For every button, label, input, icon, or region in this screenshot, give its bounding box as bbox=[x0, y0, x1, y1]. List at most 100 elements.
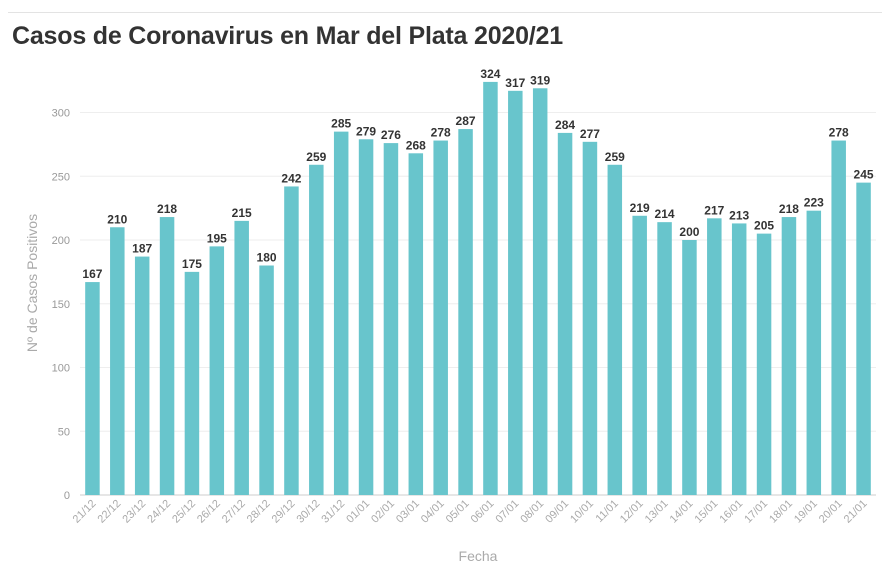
x-tick-label: 21/12 bbox=[71, 498, 99, 526]
bar bbox=[110, 227, 125, 495]
y-tick-label: 300 bbox=[52, 108, 70, 120]
bar bbox=[408, 153, 424, 496]
y-tick-label: 100 bbox=[52, 363, 70, 375]
bars bbox=[85, 81, 871, 496]
data-label: 167 bbox=[82, 267, 102, 281]
data-labels: 167 210 187 218 175 195 215 180 242 259 285 279 276 2… bbox=[82, 67, 873, 281]
data-label: 200 bbox=[679, 225, 699, 239]
bar bbox=[383, 143, 399, 495]
y-tick-label: 0 bbox=[64, 490, 70, 502]
data-label: 223 bbox=[804, 196, 824, 210]
x-tick-label: 29/12 bbox=[270, 498, 298, 526]
bar bbox=[756, 233, 772, 495]
x-tick-label: 09/01 bbox=[543, 498, 571, 526]
bar bbox=[781, 217, 797, 496]
x-tick-label: 24/12 bbox=[145, 498, 173, 526]
y-tick-label: 250 bbox=[52, 171, 70, 183]
bar bbox=[184, 271, 200, 495]
bar bbox=[607, 164, 623, 495]
x-tick-label: 27/12 bbox=[220, 498, 248, 526]
data-label: 277 bbox=[580, 127, 600, 141]
x-tick-label: 11/01 bbox=[594, 498, 621, 525]
bar bbox=[284, 186, 299, 495]
x-tick-label: 31/12 bbox=[319, 498, 347, 526]
data-label: 317 bbox=[505, 76, 525, 90]
y-axis-ticks: 0 50 100 150 200 250 300 bbox=[52, 108, 70, 503]
x-tick-label: 01/01 bbox=[344, 498, 372, 526]
bar bbox=[458, 129, 473, 495]
bar bbox=[309, 164, 324, 495]
x-tick-label: 06/01 bbox=[469, 498, 497, 526]
y-tick-label: 50 bbox=[58, 426, 70, 438]
x-tick-label: 05/01 bbox=[444, 498, 472, 526]
y-tick-label: 200 bbox=[52, 235, 70, 247]
bar bbox=[85, 282, 100, 495]
data-label: 245 bbox=[854, 168, 874, 182]
data-label: 195 bbox=[207, 231, 227, 245]
x-tick-label: 10/01 bbox=[568, 498, 596, 526]
bar bbox=[483, 81, 498, 496]
x-tick-label: 16/01 bbox=[717, 498, 745, 526]
x-tick-label: 08/01 bbox=[518, 498, 546, 526]
x-tick-label: 25/12 bbox=[170, 498, 198, 526]
data-label: 175 bbox=[182, 257, 202, 271]
x-tick-label: 12/01 bbox=[618, 498, 646, 526]
bar bbox=[234, 220, 249, 495]
data-label: 218 bbox=[779, 202, 799, 216]
data-label: 276 bbox=[381, 128, 401, 142]
x-tick-label: 20/01 bbox=[817, 498, 845, 526]
data-label: 324 bbox=[480, 67, 500, 81]
bar bbox=[582, 141, 598, 495]
x-tick-label: 17/01 bbox=[742, 498, 770, 526]
data-label: 210 bbox=[107, 212, 127, 226]
bar bbox=[209, 246, 225, 495]
x-axis-title: Fecha bbox=[459, 548, 498, 564]
x-tick-label: 15/01 bbox=[692, 498, 720, 526]
x-tick-label: 07/01 bbox=[493, 498, 521, 526]
data-label: 219 bbox=[630, 201, 650, 215]
bar bbox=[134, 256, 150, 495]
y-axis-title: Nº de Casos Positivos bbox=[24, 214, 40, 352]
bar bbox=[806, 210, 822, 496]
bar bbox=[508, 90, 523, 495]
data-label: 259 bbox=[605, 150, 625, 164]
bar bbox=[159, 217, 175, 496]
grid-lines bbox=[80, 112, 876, 496]
data-label: 242 bbox=[281, 171, 301, 185]
data-label: 180 bbox=[257, 251, 277, 265]
data-label: 187 bbox=[132, 242, 152, 256]
bar bbox=[707, 218, 722, 495]
bar bbox=[856, 182, 871, 495]
data-label: 218 bbox=[157, 202, 177, 216]
x-tick-label: 14/01 bbox=[668, 498, 696, 526]
data-label: 285 bbox=[331, 117, 351, 131]
x-tick-label: 02/01 bbox=[369, 498, 397, 526]
y-tick-label: 150 bbox=[52, 299, 70, 311]
data-label: 268 bbox=[406, 138, 426, 152]
bar bbox=[433, 140, 448, 496]
x-tick-label: 22/12 bbox=[95, 498, 123, 526]
x-tick-label: 30/12 bbox=[294, 498, 322, 526]
data-label: 213 bbox=[729, 208, 749, 222]
data-label: 287 bbox=[456, 114, 476, 128]
bar bbox=[731, 223, 747, 496]
bar bbox=[632, 215, 647, 495]
x-axis-ticks: 21/1222/1223/1224/1225/1226/1227/1228/12… bbox=[71, 498, 870, 526]
top-divider bbox=[8, 12, 882, 13]
data-label: 278 bbox=[431, 126, 451, 140]
x-tick-label: 03/01 bbox=[394, 498, 422, 526]
data-label: 214 bbox=[655, 207, 675, 221]
x-tick-label: 18/01 bbox=[767, 498, 795, 526]
x-tick-label: 23/12 bbox=[120, 498, 148, 526]
data-label: 215 bbox=[232, 206, 252, 220]
x-tick-label: 26/12 bbox=[195, 498, 223, 526]
chart-title: Casos de Coronavirus en Mar del Plata 20… bbox=[12, 22, 563, 50]
data-label: 284 bbox=[555, 118, 575, 132]
data-label: 319 bbox=[530, 73, 550, 87]
bar bbox=[682, 240, 697, 495]
x-tick-label: 13/01 bbox=[643, 498, 671, 526]
bar bbox=[557, 132, 573, 495]
data-label: 278 bbox=[829, 126, 849, 140]
data-label: 279 bbox=[356, 124, 376, 138]
